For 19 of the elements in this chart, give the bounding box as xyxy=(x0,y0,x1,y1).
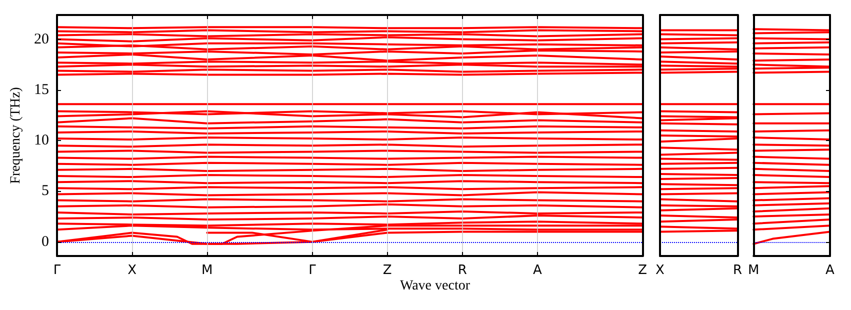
x-tick-label: R xyxy=(458,263,467,278)
x-tick-label: R xyxy=(732,263,742,278)
x-tick-label: Z xyxy=(382,263,392,278)
y-tick-label: 10 xyxy=(34,132,49,149)
y-axis-title: Frequency (THz) xyxy=(8,86,24,184)
x-tick-label: A xyxy=(826,263,835,278)
y-tick-label: 20 xyxy=(34,31,49,48)
x-tick-label: M xyxy=(748,263,760,278)
y-tick-label: 0 xyxy=(42,234,49,250)
x-axis-title: Wave vector xyxy=(400,278,470,294)
x-tick-label: X xyxy=(128,263,137,278)
x-tick-label: Z xyxy=(638,263,648,278)
x-tick-label: X xyxy=(656,263,665,278)
y-tick-label: 15 xyxy=(34,82,49,98)
x-tick-label: Γ xyxy=(308,263,317,278)
x-tick-label: M xyxy=(202,263,213,278)
x-tick-label: Γ xyxy=(53,263,62,278)
y-tick-label: 5 xyxy=(42,183,49,200)
x-tick-label: A xyxy=(532,263,542,278)
